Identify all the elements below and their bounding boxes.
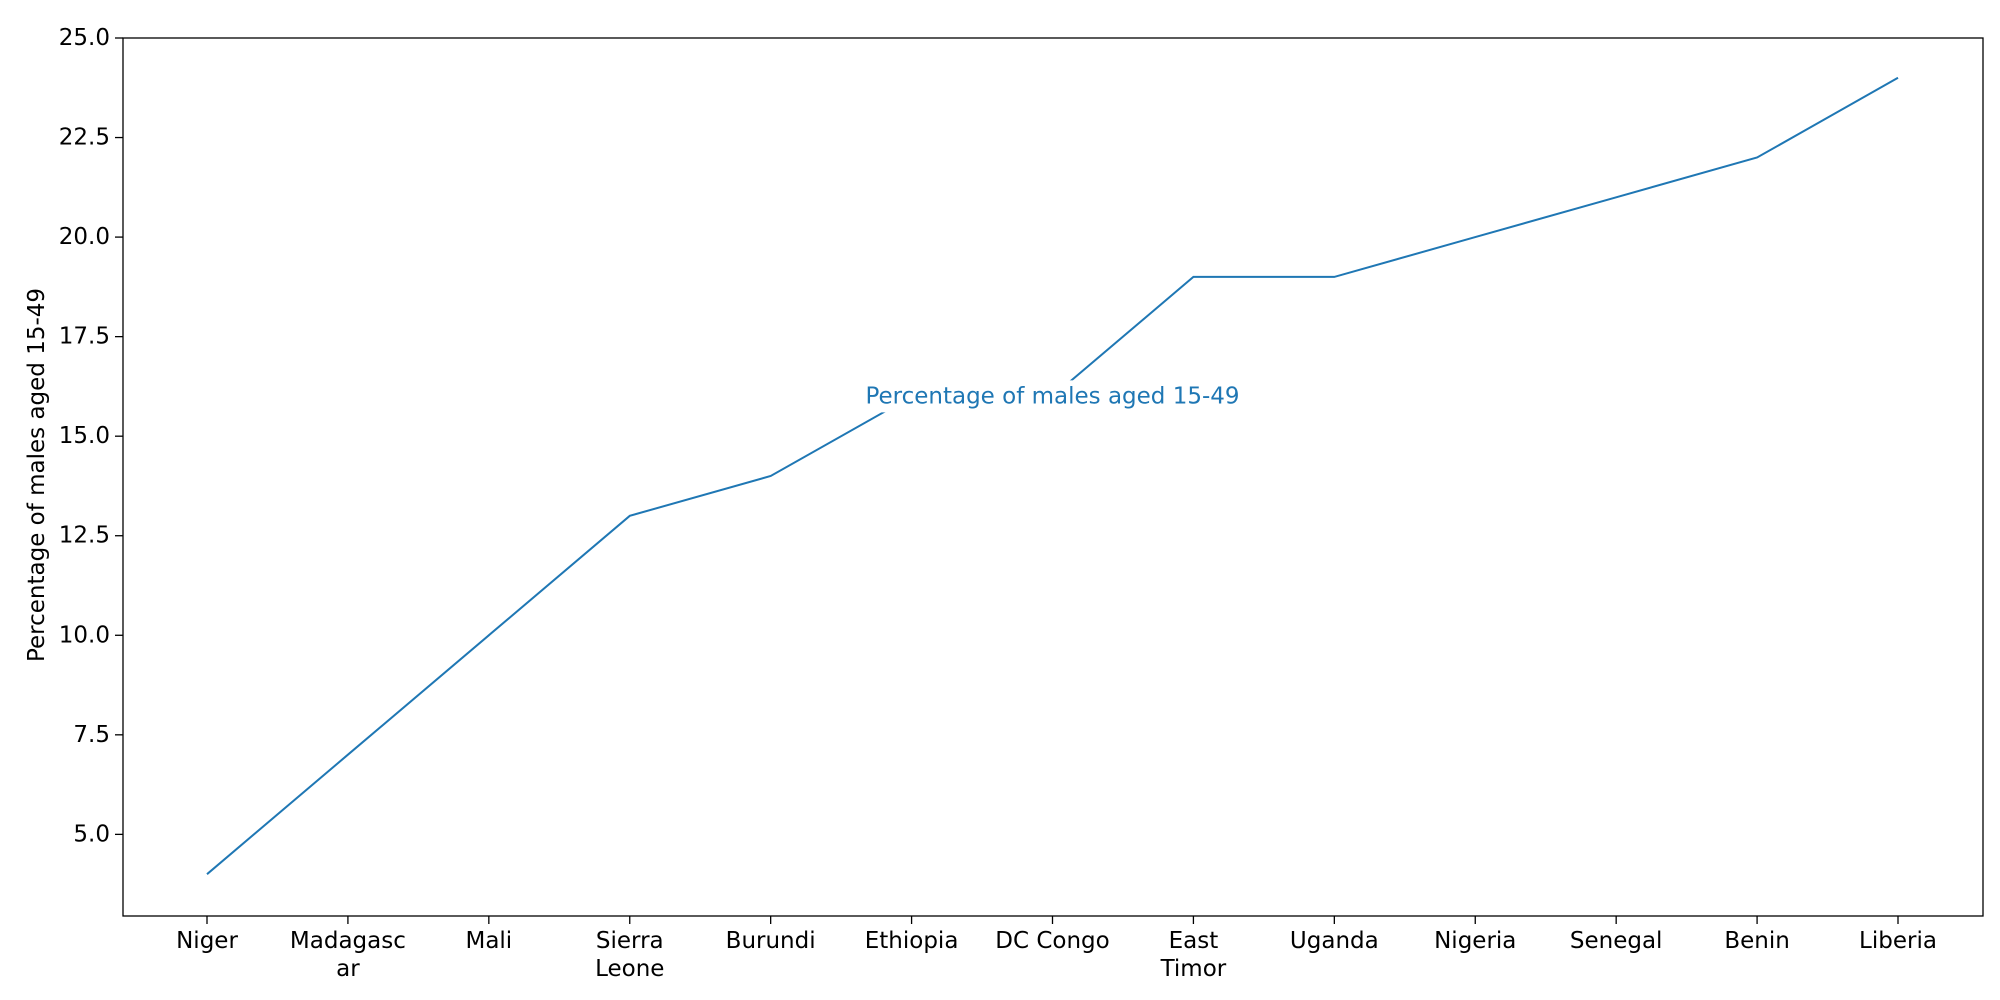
x-tick-label-benin: Benin bbox=[1724, 928, 1789, 954]
x-tick-label-senegal: Senegal bbox=[1570, 928, 1663, 954]
y-tick-label: 15.0 bbox=[59, 423, 110, 449]
y-tick-label: 5.0 bbox=[73, 821, 110, 847]
y-tick-label: 7.5 bbox=[73, 722, 110, 748]
plot-area: Percentage of males aged 15-49 bbox=[206, 76, 1899, 875]
y-tick-label: 20.0 bbox=[59, 224, 110, 250]
y-tick-label: 12.5 bbox=[59, 523, 110, 549]
annotation-background bbox=[861, 380, 1244, 413]
x-tick-label-sierra-leone: Sierra Leone bbox=[595, 928, 664, 982]
x-tick-label-ethiopia: Ethiopia bbox=[865, 928, 959, 954]
series-line bbox=[206, 76, 1899, 875]
y-axis-label: Percentage of males aged 15-49 bbox=[24, 288, 50, 662]
x-tick-label-uganda: Uganda bbox=[1290, 928, 1379, 954]
y-tick-label: 17.5 bbox=[59, 324, 110, 350]
x-tick-label-burundi: Burundi bbox=[726, 928, 816, 954]
axes: 5.0 7.5 10.0 12.5 15.0 17.5 20.0 22.5 25.0 Niger M… bbox=[59, 25, 1984, 982]
y-tick-label: 22.5 bbox=[59, 125, 110, 151]
plot-frame bbox=[122, 37, 1984, 917]
x-tick-label-nigeria: Nigeria bbox=[1434, 928, 1516, 954]
x-tick-label-mali: Mali bbox=[465, 928, 512, 954]
x-tick-label-niger: Niger bbox=[176, 928, 238, 954]
x-tick-label-madagascar: Madagasc ar bbox=[290, 928, 406, 982]
annotation-label: Percentage of males aged 15-49 bbox=[865, 383, 1239, 409]
x-tick-label-east-timor: East Timor bbox=[1160, 928, 1227, 982]
x-tick-label-liberia: Liberia bbox=[1859, 928, 1937, 954]
y-tick-label: 25.0 bbox=[59, 25, 110, 51]
x-tick-label-dc-congo: DC Congo bbox=[995, 928, 1109, 954]
y-tick-label: 10.0 bbox=[59, 622, 110, 648]
